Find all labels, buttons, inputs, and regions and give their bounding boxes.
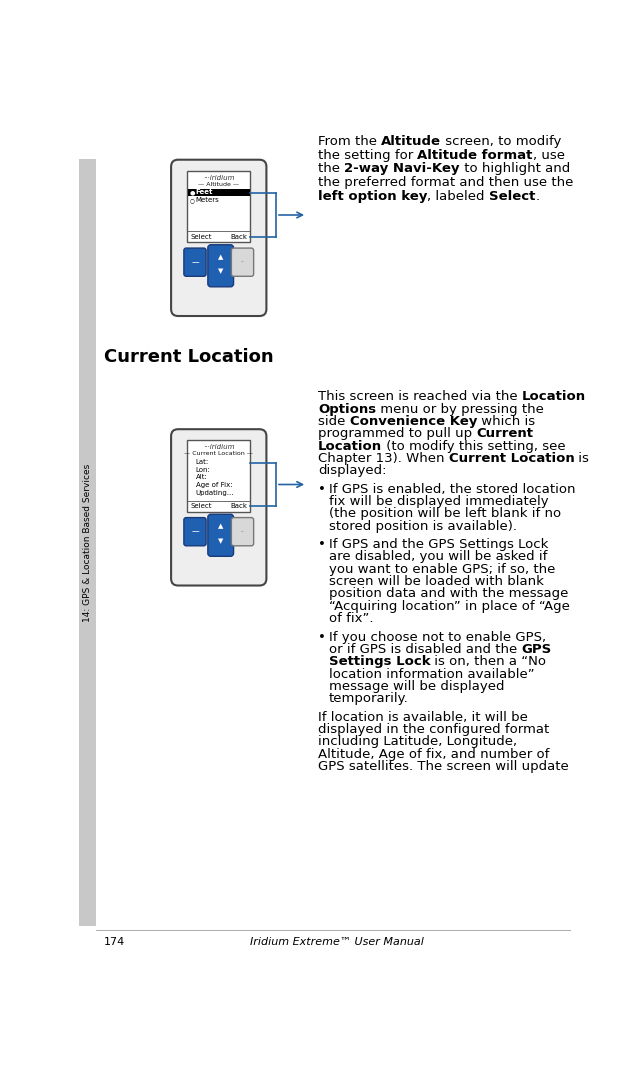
Text: which is: which is — [477, 414, 535, 428]
Bar — [79, 160, 96, 926]
Text: If you choose not to enable GPS,: If you choose not to enable GPS, — [329, 631, 546, 644]
Text: Select: Select — [489, 191, 536, 203]
FancyBboxPatch shape — [231, 517, 254, 546]
Text: message will be displayed: message will be displayed — [329, 680, 504, 693]
Text: Chapter 13). When: Chapter 13). When — [318, 452, 449, 465]
Text: GPS: GPS — [521, 643, 552, 655]
Text: the: the — [318, 163, 344, 176]
Text: menu or by pressing the: menu or by pressing the — [376, 403, 544, 416]
Text: screen will be loaded with blank: screen will be loaded with blank — [329, 575, 544, 588]
Text: If GPS and the GPS Settings Lock: If GPS and the GPS Settings Lock — [329, 538, 548, 552]
Text: .: . — [536, 191, 540, 203]
Text: Back: Back — [230, 233, 247, 240]
Text: Options: Options — [318, 403, 376, 416]
Text: ▼: ▼ — [218, 268, 223, 274]
Text: Lat:: Lat: — [195, 459, 209, 465]
Text: to highlight and: to highlight and — [460, 163, 570, 176]
Text: Location: Location — [318, 439, 382, 453]
Text: is on, then a “No: is on, then a “No — [430, 655, 547, 668]
Text: (the position will be left blank if no: (the position will be left blank if no — [329, 508, 561, 521]
Text: Back: Back — [230, 503, 247, 509]
Text: 174: 174 — [104, 937, 126, 947]
Text: •: • — [318, 483, 326, 496]
Text: Current: Current — [476, 427, 533, 440]
FancyBboxPatch shape — [208, 514, 233, 556]
Text: ▼: ▼ — [218, 538, 223, 544]
Text: Location: Location — [522, 390, 586, 404]
Text: –: – — [241, 259, 244, 265]
Text: stored position is available).: stored position is available). — [329, 519, 517, 532]
Text: If location is available, it will be: If location is available, it will be — [318, 711, 528, 724]
Text: If GPS is enabled, the stored location: If GPS is enabled, the stored location — [329, 483, 575, 496]
Text: , labeled: , labeled — [427, 191, 489, 203]
FancyBboxPatch shape — [171, 160, 266, 316]
Text: — Current Location —: — Current Location — — [184, 451, 253, 456]
Text: programmed to pull up: programmed to pull up — [318, 427, 476, 440]
Text: position data and with the message: position data and with the message — [329, 587, 568, 601]
FancyBboxPatch shape — [187, 440, 250, 512]
Text: —: — — [191, 258, 199, 267]
Text: “Acquiring location” in place of “Age: “Acquiring location” in place of “Age — [329, 600, 570, 613]
Text: of fix”.: of fix”. — [329, 613, 373, 625]
Text: ○: ○ — [190, 198, 195, 202]
Text: This screen is reached via the: This screen is reached via the — [318, 390, 522, 404]
Bar — [188, 188, 250, 196]
Text: — Altitude —: — Altitude — — [198, 182, 239, 186]
Text: Updating...: Updating... — [195, 489, 234, 496]
Text: From the: From the — [318, 135, 381, 148]
FancyBboxPatch shape — [208, 245, 233, 287]
Text: Altitude: Altitude — [381, 135, 441, 148]
Text: temporarily.: temporarily. — [329, 692, 408, 705]
FancyBboxPatch shape — [171, 429, 266, 586]
Text: is: is — [574, 452, 590, 465]
Text: Iridium Extreme™ User Manual: Iridium Extreme™ User Manual — [250, 937, 424, 947]
Text: Select: Select — [190, 503, 212, 509]
Text: Meters: Meters — [195, 197, 219, 203]
Text: Current Location: Current Location — [449, 452, 574, 465]
FancyBboxPatch shape — [187, 171, 250, 242]
Text: Age of Fix:: Age of Fix: — [195, 482, 232, 488]
Text: •: • — [318, 631, 326, 644]
Text: Current Location: Current Location — [104, 348, 274, 366]
Text: 14: GPS & Location Based Services: 14: GPS & Location Based Services — [83, 464, 93, 622]
Text: side: side — [318, 414, 349, 428]
Text: 2-way Navi-Key: 2-way Navi-Key — [344, 163, 460, 176]
Text: Settings Lock: Settings Lock — [329, 655, 430, 668]
Text: , use: , use — [533, 149, 565, 162]
Text: Altitude, Age of fix, and number of: Altitude, Age of fix, and number of — [318, 748, 549, 760]
Text: screen, to modify: screen, to modify — [441, 135, 562, 148]
Text: Altitude format: Altitude format — [417, 149, 533, 162]
Text: ●: ● — [190, 190, 196, 195]
Text: or if GPS is disabled and the: or if GPS is disabled and the — [329, 643, 521, 655]
Text: displayed:: displayed: — [318, 464, 387, 478]
Text: the preferred format and then use the: the preferred format and then use the — [318, 177, 573, 190]
Text: left option key: left option key — [318, 191, 427, 203]
Text: Lon:: Lon: — [195, 467, 210, 472]
Text: ···iridium: ···iridium — [203, 175, 235, 181]
FancyBboxPatch shape — [184, 248, 206, 276]
FancyBboxPatch shape — [231, 248, 254, 276]
Text: ▲: ▲ — [218, 254, 223, 260]
Text: Convenience Key: Convenience Key — [349, 414, 477, 428]
Text: you want to enable GPS; if so, the: you want to enable GPS; if so, the — [329, 562, 555, 576]
Text: Feet: Feet — [195, 190, 213, 196]
Text: Alt:: Alt: — [195, 474, 207, 481]
Text: (to modify this setting, see: (to modify this setting, see — [382, 439, 566, 453]
Text: location information available”: location information available” — [329, 667, 534, 680]
FancyBboxPatch shape — [184, 517, 206, 546]
Text: •: • — [318, 538, 326, 552]
Text: displayed in the configured format: displayed in the configured format — [318, 723, 549, 736]
Text: ···iridium: ···iridium — [203, 444, 235, 450]
Text: are disabled, you will be asked if: are disabled, you will be asked if — [329, 550, 547, 563]
Text: –: – — [241, 529, 244, 534]
Text: the setting for: the setting for — [318, 149, 417, 162]
Text: including Latitude, Longitude,: including Latitude, Longitude, — [318, 736, 517, 749]
Text: fix will be displayed immediately: fix will be displayed immediately — [329, 495, 548, 508]
Text: ▲: ▲ — [218, 524, 223, 529]
Text: GPS satellites. The screen will update: GPS satellites. The screen will update — [318, 760, 569, 773]
Text: Select: Select — [190, 233, 212, 240]
Text: —: — — [191, 527, 199, 537]
